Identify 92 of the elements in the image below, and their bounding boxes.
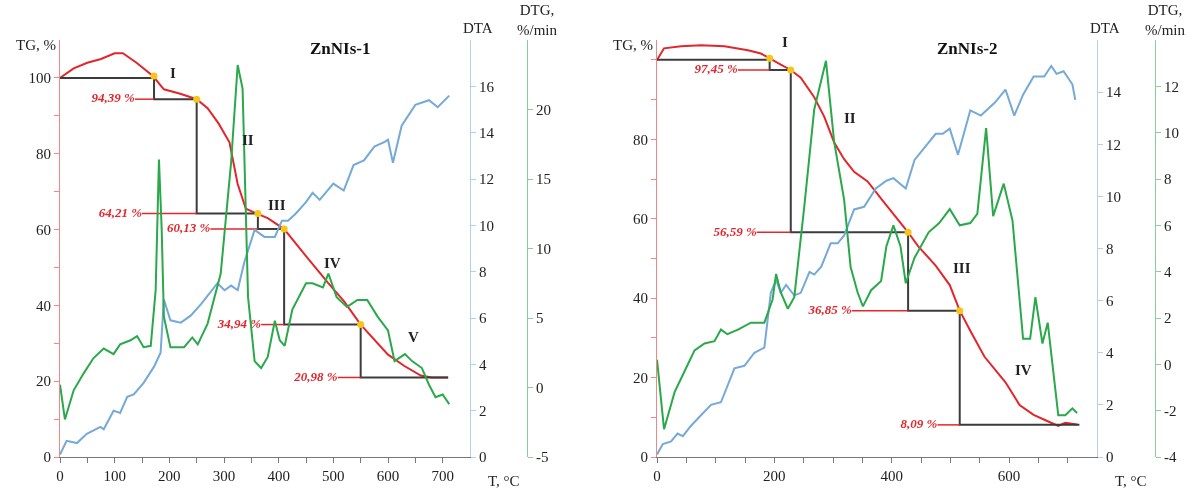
- y-tick-label: 40: [633, 290, 648, 307]
- y2-tick-label: 8: [1106, 240, 1114, 257]
- x-tick-label: 0: [653, 468, 661, 484]
- x-tick-label: 600: [997, 468, 1021, 484]
- y2-tick-label: 8: [479, 263, 487, 280]
- y3-tick-label: -5: [536, 449, 549, 466]
- y3-tick-label: 0: [1164, 356, 1172, 373]
- y3-tick-label: 12: [1164, 78, 1179, 95]
- y3-tick-label: 0: [536, 379, 544, 396]
- point: [956, 307, 964, 315]
- y2-tick-label: 16: [479, 78, 495, 95]
- annotation: II: [844, 110, 856, 126]
- data-label: 8,09 %: [900, 416, 938, 432]
- y-tick-label: 100: [28, 70, 51, 87]
- annotation: I: [170, 65, 176, 81]
- y3-tick-label: 6: [1164, 217, 1172, 234]
- y-axis-title: TG, %: [16, 37, 56, 53]
- data-label: 60,13 %: [166, 220, 211, 236]
- y3-tick-label: 10: [536, 240, 551, 257]
- y2-tick-label: 4: [1106, 345, 1114, 361]
- y-tick-label: 40: [36, 297, 51, 314]
- y3-tick-label: -2: [1164, 402, 1177, 419]
- annotation: V: [408, 329, 419, 345]
- chart-title: ZnNIs-1: [310, 39, 371, 58]
- y2-tick-label: 10: [1106, 188, 1121, 205]
- y-tick-label: 80: [633, 131, 648, 148]
- y-tick-label: 0: [640, 449, 648, 466]
- x-tick-label: 200: [763, 468, 786, 484]
- x-axis-title: T, °C: [1115, 473, 1147, 489]
- x-tick-label: 700: [431, 468, 454, 484]
- annotation: III: [268, 197, 286, 213]
- point: [904, 228, 912, 236]
- y3-tick-label: 5: [536, 310, 544, 327]
- y2-tick-label: 0: [479, 449, 487, 466]
- y-tick-label: 60: [36, 221, 51, 238]
- y2-tick-label: 14: [1106, 84, 1122, 101]
- y3-tick-label: -4: [1164, 449, 1177, 466]
- data-label: 56,59 %: [713, 223, 757, 239]
- y-axis-title: TG, %: [613, 37, 653, 53]
- y3-tick-label: 2: [1164, 310, 1172, 327]
- point: [150, 72, 158, 80]
- y2-tick-label: 12: [479, 171, 494, 188]
- x-tick-label: 100: [103, 468, 126, 484]
- x-tick-label: 0: [56, 468, 64, 484]
- annotation: III: [953, 260, 971, 276]
- x-tick-label: 500: [322, 468, 345, 484]
- y3-axis-title: DTG, %/min: [1145, 2, 1186, 38]
- y3-tick-label: 10: [1164, 124, 1179, 141]
- y2-axis-title: DTA: [463, 20, 493, 36]
- y2-tick-label: 12: [1106, 136, 1121, 153]
- y2-tick-label: 14: [479, 124, 495, 141]
- y2-tick-label: 6: [1106, 292, 1114, 309]
- x-axis-title: T, °C: [488, 473, 520, 489]
- x-tick-label: 400: [880, 468, 903, 484]
- point: [193, 95, 201, 103]
- data-label: 20,98 %: [293, 368, 338, 384]
- y-tick-label: 20: [633, 369, 648, 386]
- y2-tick-label: 4: [479, 356, 487, 373]
- x-tick-label: 200: [158, 468, 181, 484]
- y2-tick-label: 0: [1106, 449, 1114, 466]
- y-tick-label: 60: [633, 210, 648, 227]
- point: [254, 210, 262, 218]
- point: [280, 225, 288, 233]
- y2-tick-label: 2: [479, 402, 487, 419]
- y2-axis-title: DTA: [1090, 20, 1120, 36]
- point: [787, 66, 795, 74]
- y2-tick-label: 2: [1106, 397, 1114, 414]
- line-series: [60, 94, 451, 456]
- data-label: 94,39 %: [91, 90, 136, 106]
- x-tick-label: 600: [376, 468, 400, 484]
- point: [766, 54, 774, 62]
- data-label: 64,21 %: [98, 204, 143, 220]
- y-tick-label: 0: [43, 449, 51, 466]
- data-label: 34,94 %: [216, 315, 262, 331]
- y3-tick-label: 8: [1164, 171, 1172, 188]
- y-tick-label: 80: [36, 145, 51, 162]
- chart-title: ZnNIs-2: [937, 39, 998, 58]
- y2-tick-label: 6: [479, 310, 487, 327]
- y3-tick-label: 4: [1164, 263, 1172, 280]
- y3-axis-title: DTG, %/min: [517, 2, 558, 38]
- annotation: IV: [324, 255, 341, 271]
- y2-tick-label: 10: [479, 217, 494, 234]
- annotation: IV: [1015, 362, 1032, 378]
- y3-tick-label: 15: [536, 171, 551, 188]
- point: [357, 321, 365, 329]
- y-tick-label: 20: [36, 373, 51, 390]
- y3-tick-label: 20: [536, 101, 551, 118]
- x-tick-label: 400: [267, 468, 290, 484]
- data-label: 97,45 %: [694, 61, 739, 77]
- data-label: 36,85 %: [807, 301, 852, 317]
- annotation: I: [782, 34, 788, 50]
- x-tick-label: 300: [212, 468, 236, 484]
